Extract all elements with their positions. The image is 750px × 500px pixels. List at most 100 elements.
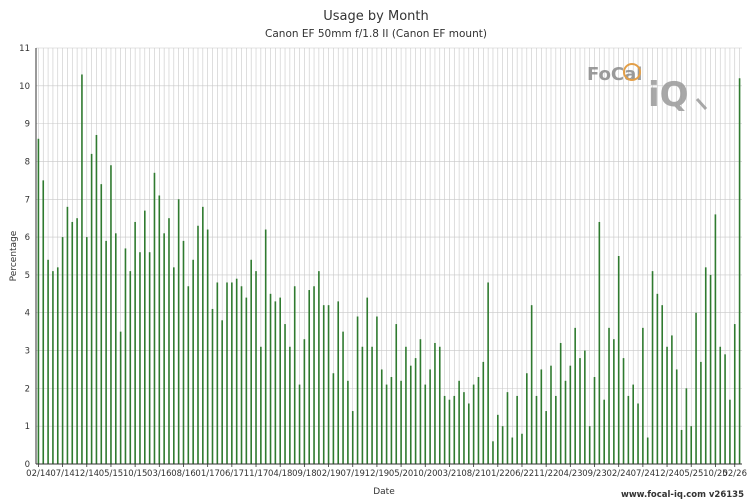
bar	[42, 180, 45, 464]
bar	[714, 214, 717, 464]
bar	[613, 339, 615, 464]
y-tick-label: 5	[25, 271, 30, 281]
bar	[680, 429, 683, 464]
x-tick-label: 01/17	[195, 469, 220, 479]
bar	[400, 380, 402, 464]
x-tick-label: 06/17	[220, 469, 245, 479]
bar	[511, 437, 514, 464]
bar	[66, 206, 69, 464]
x-tick-label: 11/22	[534, 469, 559, 479]
bar	[390, 377, 393, 464]
bar	[545, 411, 547, 464]
bar	[559, 342, 562, 464]
bar	[487, 282, 489, 464]
bar	[216, 282, 219, 464]
bar	[119, 331, 122, 464]
bar	[361, 346, 364, 464]
x-tick-label: 05/25	[679, 469, 704, 479]
bar	[327, 305, 330, 464]
logo-lens-icon	[623, 63, 641, 81]
y-tick-label: 8	[25, 157, 30, 167]
bar	[206, 229, 209, 464]
x-tick-label: 10/15	[123, 469, 148, 479]
bar	[419, 339, 422, 464]
bar	[124, 248, 127, 464]
bar	[492, 441, 494, 464]
bar	[376, 316, 378, 464]
bar	[56, 267, 59, 464]
bar	[274, 301, 277, 464]
bar	[555, 395, 557, 464]
bar	[192, 259, 194, 464]
bar	[221, 320, 223, 464]
bar	[52, 271, 54, 464]
bar	[144, 210, 146, 464]
bar	[598, 221, 601, 464]
bar	[95, 134, 98, 464]
bar	[298, 384, 301, 464]
x-tick-label: 04/18	[268, 469, 293, 479]
bar	[438, 346, 441, 464]
logo-wordmark: FoCal	[587, 64, 642, 85]
bar	[100, 184, 103, 465]
x-tick-label: 07/24	[631, 469, 656, 479]
bar	[264, 229, 267, 464]
bar	[695, 312, 697, 464]
bar	[738, 78, 741, 464]
bar	[569, 365, 572, 464]
x-tick-label: 07/14	[50, 469, 75, 479]
bar	[584, 350, 586, 464]
x-tick-label: 12/14	[75, 469, 100, 479]
bar	[235, 278, 238, 464]
bar	[197, 225, 199, 464]
bar	[356, 316, 359, 464]
y-tick-label: 10	[19, 82, 30, 92]
logo-mark: iQ	[648, 75, 689, 115]
bar	[588, 426, 591, 464]
bar	[501, 426, 504, 464]
y-axis-label: Percentage	[9, 230, 19, 281]
bar	[129, 271, 132, 464]
bar	[202, 206, 204, 464]
bar	[622, 358, 625, 464]
chart-bars	[37, 74, 741, 465]
bar	[153, 172, 156, 465]
bar	[148, 252, 151, 464]
bar	[47, 259, 49, 464]
bar	[332, 373, 335, 464]
bar	[608, 327, 610, 464]
watermark-logo: FoCal iQ	[587, 63, 708, 115]
bar	[472, 384, 475, 464]
bar	[134, 221, 136, 464]
bar	[521, 433, 523, 464]
bar	[385, 384, 388, 464]
bar	[182, 240, 185, 464]
bar	[163, 233, 165, 464]
bar	[434, 342, 436, 464]
bar	[526, 373, 528, 464]
x-tick-label: 08/16	[171, 469, 196, 479]
bar	[293, 286, 296, 464]
x-tick-label: 05/15	[99, 469, 124, 479]
y-tick-label: 11	[19, 44, 30, 54]
bar	[260, 346, 262, 464]
bar	[651, 271, 654, 464]
chart-subtitle: Canon EF 50mm f/1.8 II (Canon EF mount)	[265, 28, 487, 40]
bar	[443, 395, 446, 464]
bar	[632, 384, 634, 464]
bar	[424, 384, 427, 464]
x-axis-label: Date	[373, 487, 395, 497]
bar	[709, 274, 712, 464]
bar	[245, 297, 248, 464]
x-tick-label: 02/14	[26, 469, 51, 479]
x-tick-label: 03/16	[147, 469, 172, 479]
bar	[371, 346, 373, 464]
bar	[395, 324, 398, 464]
bar	[308, 290, 311, 464]
bar	[719, 346, 722, 464]
y-tick-label: 4	[25, 309, 30, 319]
bar	[61, 237, 64, 464]
y-tick-label: 3	[25, 347, 30, 357]
bar	[347, 380, 349, 464]
bar	[240, 286, 243, 464]
